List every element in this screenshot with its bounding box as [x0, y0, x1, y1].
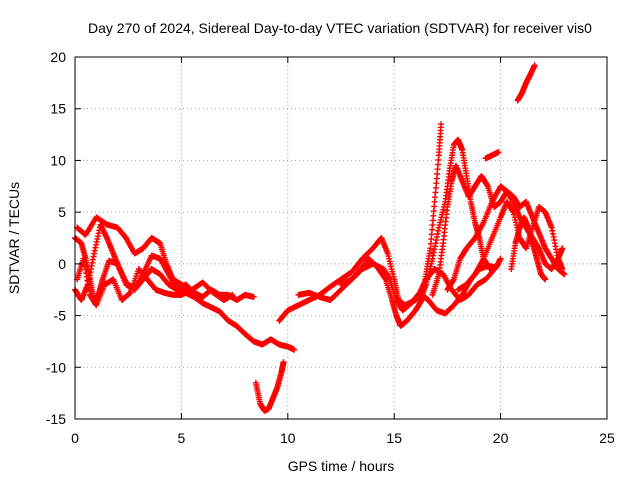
- series-arc-5: [252, 359, 287, 414]
- plus-marker: [559, 266, 566, 273]
- series-arc-4: [74, 255, 236, 309]
- series-arc-15: [514, 62, 538, 104]
- data-points: [72, 62, 568, 414]
- plus-marker: [495, 149, 502, 156]
- plus-marker: [229, 291, 236, 298]
- y-tick-label: 20: [50, 49, 66, 65]
- y-tick-label: -10: [46, 359, 66, 375]
- plus-marker: [493, 263, 500, 270]
- x-tick-label: 15: [386, 430, 402, 446]
- x-tick-label: 20: [493, 430, 509, 446]
- axis-ticks: [74, 56, 608, 420]
- x-tick-label: 25: [599, 430, 615, 446]
- plus-marker: [531, 62, 538, 69]
- series-arc-3: [74, 214, 193, 293]
- plus-marker: [497, 255, 504, 262]
- y-tick-label: -5: [54, 308, 67, 324]
- plus-marker: [559, 245, 566, 252]
- x-tick-label: 10: [280, 430, 296, 446]
- plot-frame: [74, 56, 608, 420]
- plus-marker: [280, 359, 287, 366]
- x-tick-labels: 0 5 10 15 20 25: [71, 430, 615, 446]
- x-axis-label: GPS time / hours: [288, 458, 395, 474]
- chart-title: Day 270 of 2024, Sidereal Day-to-day VTE…: [88, 20, 592, 36]
- y-tick-label: 15: [50, 101, 66, 117]
- series-arc-12: [455, 198, 566, 293]
- series-arc-13: [508, 214, 549, 283]
- plus-marker: [561, 271, 568, 278]
- plus-marker: [126, 290, 133, 297]
- plus-marker: [291, 346, 298, 353]
- y-tick-labels: -15 -10 -5 0 5 10 15 20: [46, 49, 66, 427]
- y-tick-label: -15: [46, 411, 66, 427]
- plus-marker: [250, 293, 257, 300]
- x-tick-label: 0: [71, 430, 79, 446]
- series-arc-14: [482, 149, 502, 162]
- y-tick-label: 10: [50, 152, 66, 168]
- y-tick-label: 0: [58, 256, 66, 272]
- plus-marker: [438, 121, 445, 128]
- plus-marker: [542, 276, 549, 283]
- y-axis-label: SDTVAR / TECUs: [6, 182, 22, 294]
- series-arc-7: [295, 121, 445, 329]
- series-arc-11: [444, 183, 568, 293]
- x-tick-label: 5: [178, 430, 186, 446]
- y-tick-label: 5: [58, 204, 66, 220]
